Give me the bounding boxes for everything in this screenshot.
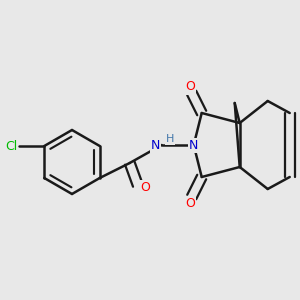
Text: H: H: [166, 134, 174, 144]
Text: Cl: Cl: [5, 140, 17, 152]
Text: N: N: [151, 139, 160, 152]
Text: N: N: [189, 139, 198, 152]
Text: O: O: [140, 181, 150, 194]
Text: O: O: [185, 196, 195, 209]
Text: O: O: [185, 80, 195, 94]
